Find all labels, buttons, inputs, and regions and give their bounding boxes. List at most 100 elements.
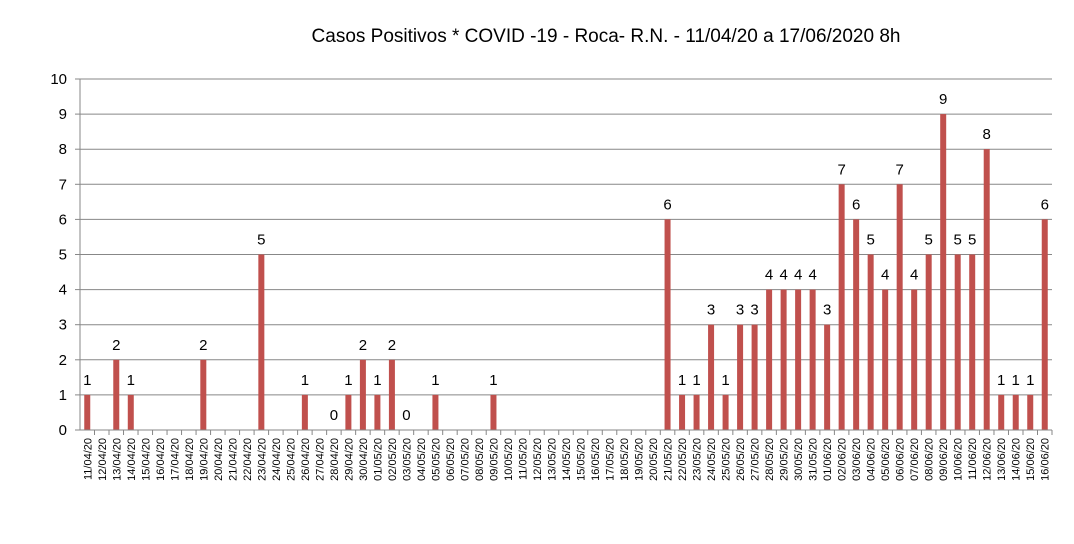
bar [708,324,715,430]
data-label: 1 [1012,372,1020,389]
x-tick-label: 03/06/20 [851,438,863,481]
x-tick-label: 13/06/20 [996,438,1008,481]
data-label: 2 [199,337,207,354]
x-tick-label: 22/05/20 [677,438,689,481]
x-tick-label: 30/05/20 [793,438,805,481]
data-label: 1 [692,372,700,389]
data-label: 4 [794,267,802,284]
x-tick-label: 16/04/20 [155,438,167,481]
x-tick-label: 20/04/20 [213,438,225,481]
data-label: 4 [881,267,889,284]
bar [954,254,961,430]
x-tick-label: 26/05/20 [735,438,747,481]
data-label: 6 [1041,196,1049,213]
data-label: 5 [954,232,962,249]
x-tick-label: 16/06/20 [1040,438,1052,481]
bar [722,394,729,430]
data-label: 1 [1026,372,1034,389]
data-label: 2 [388,337,396,354]
x-tick-label: 28/04/20 [329,438,341,481]
x-tick-label: 25/05/20 [721,438,733,481]
data-label: 7 [895,161,903,178]
data-label: 5 [866,232,874,249]
y-tick-label: 9 [59,106,67,123]
bar [258,254,265,430]
x-tick-label: 23/04/20 [256,438,268,481]
x-tick-label: 24/05/20 [706,438,718,481]
bar [127,394,134,430]
x-tick-label: 17/04/20 [169,438,181,481]
bar [867,254,874,430]
data-label: 9 [939,91,947,108]
x-tick-label: 12/05/20 [532,438,544,481]
bar [896,184,903,430]
data-label: 1 [489,372,497,389]
x-tick-label: 19/04/20 [198,438,210,481]
x-tick-label: 11/06/20 [967,438,979,480]
x-axis-tick-labels: 11/04/20 12/04/20 13/04/20 14/04/20 15/04/20… [82,438,1051,481]
bar [679,394,686,430]
data-label: 1 [344,372,352,389]
x-tick-label: 02/06/20 [837,438,849,481]
bar [911,289,918,430]
gridlines [80,78,1052,396]
y-axis-tick-labels: 0 1 2 3 4 5 6 7 8 9 10 [50,71,67,439]
data-label: 3 [707,302,715,319]
x-tick-label: 29/04/20 [343,438,355,481]
data-label: 6 [663,196,671,213]
bar [432,394,439,430]
data-label: 4 [779,267,787,284]
x-tick-label: 03/05/20 [401,438,413,481]
x-tick-label: 25/04/20 [285,438,297,481]
x-tick-label: 12/06/20 [982,438,994,481]
bar [780,289,787,430]
bar [925,254,932,430]
x-tick-label: 10/06/20 [953,438,965,481]
data-label: 3 [750,302,758,319]
bar [200,359,207,430]
data-label: 1 [127,372,135,389]
x-tick-label: 11/04/20 [82,438,94,480]
bar [490,394,497,430]
x-tick-label: 21/05/20 [663,438,675,481]
bar [838,184,845,430]
y-tick-label: 7 [59,176,67,193]
x-tick-label: 27/04/20 [314,438,326,481]
data-label: 1 [373,372,381,389]
x-tick-label: 06/06/20 [895,438,907,481]
y-tick-label: 8 [59,141,67,158]
data-label: 2 [112,337,120,354]
bar [882,289,889,430]
y-tick-label: 1 [59,387,67,404]
data-label: 5 [257,232,265,249]
x-tick-label: 24/04/20 [271,438,283,481]
chart-title: Casos Positivos * COVID -19 - Roca- R.N.… [312,26,901,47]
bar [84,394,91,430]
x-tick-label: 05/06/20 [880,438,892,481]
x-tick-label: 19/05/20 [634,438,646,481]
y-tick-label: 2 [59,352,67,369]
x-tick-label: 22/04/20 [242,438,254,481]
data-label: 6 [852,196,860,213]
bar [795,289,802,430]
data-label: 2 [359,337,367,354]
bar [359,359,366,430]
bar [1027,394,1034,430]
x-tick-label: 07/05/20 [459,438,471,481]
bar [1012,394,1019,430]
data-label: 5 [968,232,976,249]
bar [824,324,831,430]
bar [853,219,860,430]
bar [983,149,990,430]
x-tick-label: 29/05/20 [779,438,791,481]
data-label: 0 [330,407,338,424]
y-tick-label: 5 [59,247,67,264]
x-tick-label: 23/05/20 [692,438,704,481]
bar [766,289,773,430]
bar [664,219,671,430]
data-label: 1 [301,372,309,389]
data-label: 3 [736,302,744,319]
x-tick-label: 26/04/20 [300,438,312,481]
x-tick-label: 21/04/20 [227,438,239,481]
